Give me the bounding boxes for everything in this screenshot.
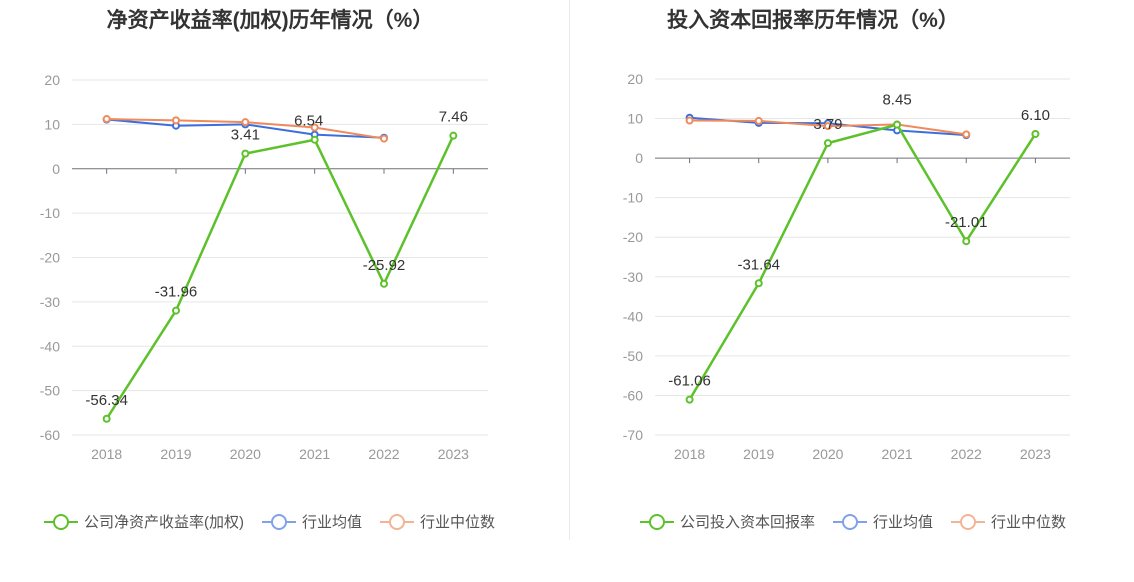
data-point: [754, 279, 763, 288]
legend-item[interactable]: 行业均值: [262, 511, 362, 532]
data-point: [380, 134, 388, 143]
data-point: [172, 306, 180, 315]
roe-line-chart: 20 10 0 -10 -20 -30 -40 -50 -60 2018 2019 2020 2021 2…: [40, 72, 488, 462]
y-tick-label: -40: [623, 308, 643, 324]
x-tick-label: 2019: [743, 446, 774, 462]
legend-item[interactable]: 公司投入资本回报率: [640, 511, 815, 532]
series-line: [105, 135, 455, 420]
y-tick-label: -60: [40, 427, 60, 443]
y-tick-label: -60: [623, 387, 643, 403]
y-tick-label: 20: [627, 71, 643, 87]
data-label: 3.41: [231, 127, 260, 144]
x-tick-label: 2023: [438, 446, 469, 462]
data-point: [1031, 129, 1040, 138]
x-tick-label: 2020: [812, 446, 843, 462]
y-tick-label: 0: [635, 150, 643, 166]
chart-legend: 公司投入资本回报率 行业均值 行业中位数: [640, 511, 1084, 532]
y-tick-label: -30: [40, 294, 60, 310]
data-point: [102, 414, 111, 423]
y-tick-label: -50: [40, 383, 60, 399]
roe-chart-panel: 净资产收益率(加权)历年情况（%） 20 10 0 -10 -20 -30 -40 -50 -6…: [40, 9, 513, 532]
y-tick-label: 10: [627, 111, 643, 127]
y-tick-label: -40: [40, 338, 60, 354]
data-point: [241, 118, 250, 127]
data-label: -31.64: [737, 256, 780, 273]
data-point: [962, 237, 971, 246]
y-tick-label: 0: [52, 161, 60, 177]
x-tick-label: 2021: [882, 446, 913, 462]
y-tick-label: -20: [40, 250, 60, 266]
data-point: [380, 279, 388, 288]
data-label: -61.06: [668, 373, 711, 390]
legend-swatch-icon: [262, 513, 296, 530]
y-tick-label: 20: [44, 72, 60, 88]
legend-item[interactable]: 行业均值: [833, 511, 933, 532]
legend-swatch-icon: [951, 513, 986, 530]
y-tick-label: -10: [623, 190, 643, 206]
legend-swatch-icon: [640, 513, 674, 530]
y-tick-label: -30: [623, 269, 643, 285]
data-point: [310, 123, 319, 132]
x-tick-label: 2018: [91, 446, 122, 462]
data-point: [962, 130, 971, 139]
y-tick-label: -20: [623, 229, 643, 245]
data-label: 3.79: [813, 116, 842, 133]
legend-label: 行业均值: [873, 514, 934, 531]
data-point: [310, 135, 319, 144]
panel-divider: [569, 0, 570, 540]
legend-item[interactable]: 行业中位数: [380, 511, 495, 532]
x-tick-label: 2022: [951, 446, 982, 462]
x-tick-label: 2023: [1020, 446, 1051, 462]
x-tick-label: 2020: [230, 446, 261, 462]
legend-swatch-icon: [833, 513, 868, 530]
data-point: [102, 115, 111, 124]
data-point: [685, 395, 694, 404]
data-label: -56.34: [85, 392, 128, 409]
chart-legend: 公司净资产收益率(加权) 行业均值 行业中位数: [44, 511, 513, 532]
y-tick-label: -70: [623, 427, 643, 443]
x-tick-label: 2022: [368, 446, 399, 462]
data-label: 8.45: [882, 92, 911, 109]
chart-title: 净资产收益率(加权)历年情况（%）: [106, 9, 434, 32]
data-label: 7.46: [439, 109, 468, 126]
legend-swatch-icon: [380, 513, 415, 530]
data-point: [241, 149, 250, 158]
legend-item[interactable]: 行业中位数: [951, 511, 1066, 532]
data-label: -31.96: [155, 284, 198, 301]
data-point: [685, 116, 694, 125]
roic-line-chart: 20 10 0 -10 -20 -30 -40 -50 -60 -70 2018 2019 2020 20…: [623, 71, 1070, 462]
series-line: [688, 123, 1037, 401]
data-point: [449, 131, 458, 140]
legend-label: 行业中位数: [420, 514, 496, 531]
data-point: [823, 122, 832, 131]
legend-label: 行业中位数: [991, 514, 1067, 531]
data-label: 6.54: [294, 113, 323, 130]
y-tick-label: 10: [44, 116, 60, 132]
data-point: [172, 116, 180, 125]
y-tick-label: -50: [623, 348, 643, 364]
chart-title: 投入资本回报率历年情况（%）: [667, 9, 959, 32]
data-point: [823, 139, 832, 148]
legend-label: 行业均值: [302, 514, 363, 531]
data-label: -21.01: [945, 214, 988, 231]
legend-label: 公司投入资本回报率: [680, 514, 816, 531]
data-label: 6.10: [1021, 107, 1050, 124]
x-tick-label: 2018: [674, 446, 705, 462]
data-label: -25.92: [363, 257, 406, 274]
legend-item[interactable]: 公司净资产收益率(加权): [44, 511, 244, 532]
x-tick-label: 2021: [299, 446, 330, 462]
data-point: [893, 120, 902, 129]
legend-swatch-icon: [44, 513, 78, 530]
legend-label: 公司净资产收益率(加权): [84, 514, 244, 531]
x-tick-label: 2019: [160, 446, 191, 462]
data-point: [754, 116, 763, 125]
roic-chart-panel: 投入资本回报率历年情况（%） 20 10 0 -10 -20 -30 -40 -50 -60 -7…: [567, 0, 1134, 582]
y-tick-label: -10: [40, 205, 60, 221]
